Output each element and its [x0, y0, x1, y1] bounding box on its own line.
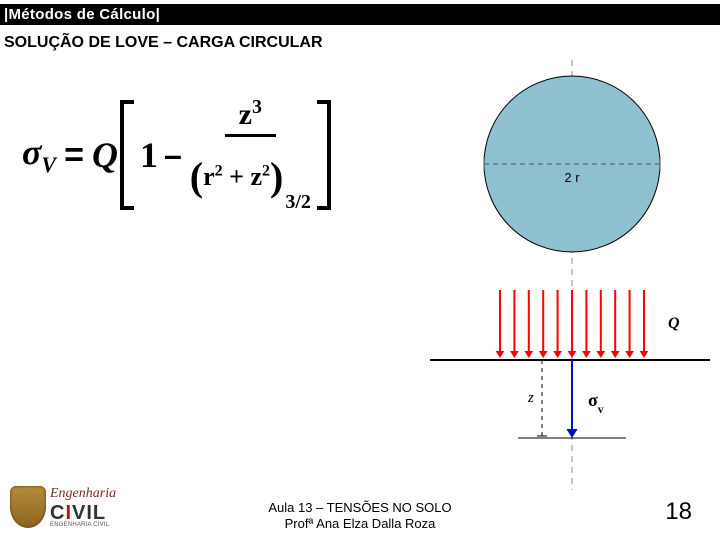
footer: Aula 13 – TENSÕES NO SOLO Profª Ana Elza… — [0, 500, 720, 533]
den-z: z — [250, 162, 262, 191]
den-plus: + — [229, 162, 244, 191]
svg-text:z: z — [527, 390, 534, 406]
svg-text:Q: Q — [668, 315, 680, 332]
svg-text:σv: σv — [588, 390, 604, 416]
formula-one: 1 — [140, 134, 158, 176]
subtitle: SOLUÇÃO DE LOVE – CARGA CIRCULAR — [4, 34, 323, 52]
equals: = — [64, 136, 84, 175]
formula-minus: – — [164, 137, 182, 174]
svg-text:2 r: 2 r — [564, 170, 580, 185]
paren-right: ) — [270, 153, 283, 200]
den-r-exp: 2 — [215, 162, 223, 179]
footer-line1: Aula 13 – TENSÕES NO SOLO — [0, 500, 720, 516]
paren-left: ( — [190, 153, 203, 200]
num-z: z — [239, 98, 252, 131]
title-bar: |Métodos de Cálculo| — [0, 4, 720, 25]
diagram: 2 r Qz σv — [430, 60, 710, 490]
love-formula: σV = Q 1 – z3 ( r2 + z2 ) — [22, 95, 402, 215]
sigma-symbol: σ — [22, 132, 41, 172]
den-r: r — [203, 162, 215, 191]
page-number: 18 — [665, 498, 692, 526]
num-exp: 3 — [252, 96, 262, 118]
footer-line2: Profª Ana Elza Dalla Roza — [0, 516, 720, 532]
den-z-exp: 2 — [262, 162, 270, 179]
bracket-left — [120, 100, 134, 210]
sigma-subscript: V — [41, 153, 56, 178]
formula-fraction: z3 ( r2 + z2 ) 3/2 — [190, 96, 311, 214]
outer-exponent: 3/2 — [285, 191, 311, 214]
formula-Q: Q — [92, 134, 118, 176]
bracket-right — [317, 100, 331, 210]
